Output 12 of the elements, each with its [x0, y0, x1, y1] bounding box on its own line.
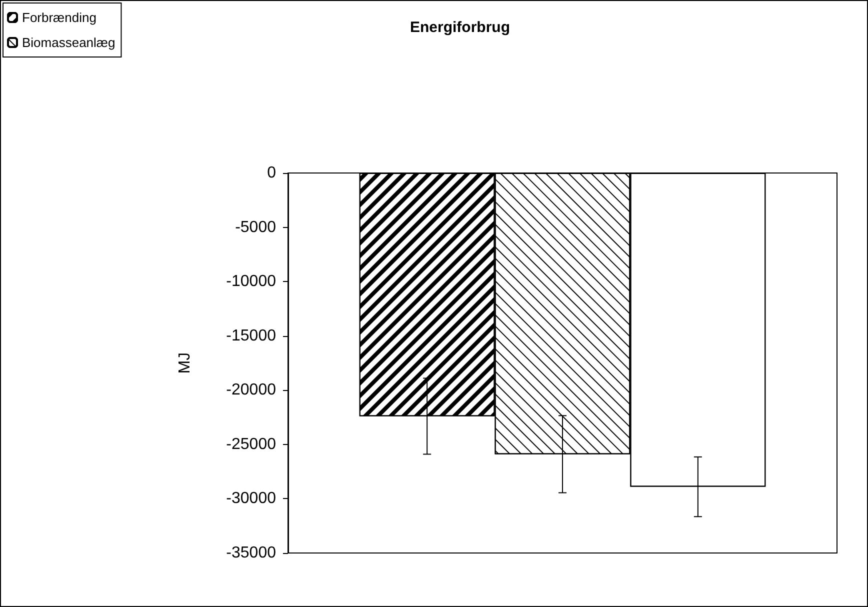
legend-label: Biomasseanlæg [22, 35, 116, 50]
y-tick-label: -20000 [226, 382, 276, 399]
y-tick-label: -30000 [226, 490, 276, 508]
y-axis-title: MJ [176, 352, 194, 374]
legend-label: Forbrænding [22, 10, 96, 25]
y-tick-label: -25000 [226, 436, 276, 453]
y-tick-label: -10000 [226, 273, 276, 290]
y-tick-label: -15000 [226, 327, 276, 344]
y-tick-label: -35000 [226, 544, 276, 562]
y-tick-label: -5000 [235, 218, 276, 236]
y-tick-label: 0 [267, 164, 276, 182]
chart-title: Energiforbrug [410, 19, 510, 36]
